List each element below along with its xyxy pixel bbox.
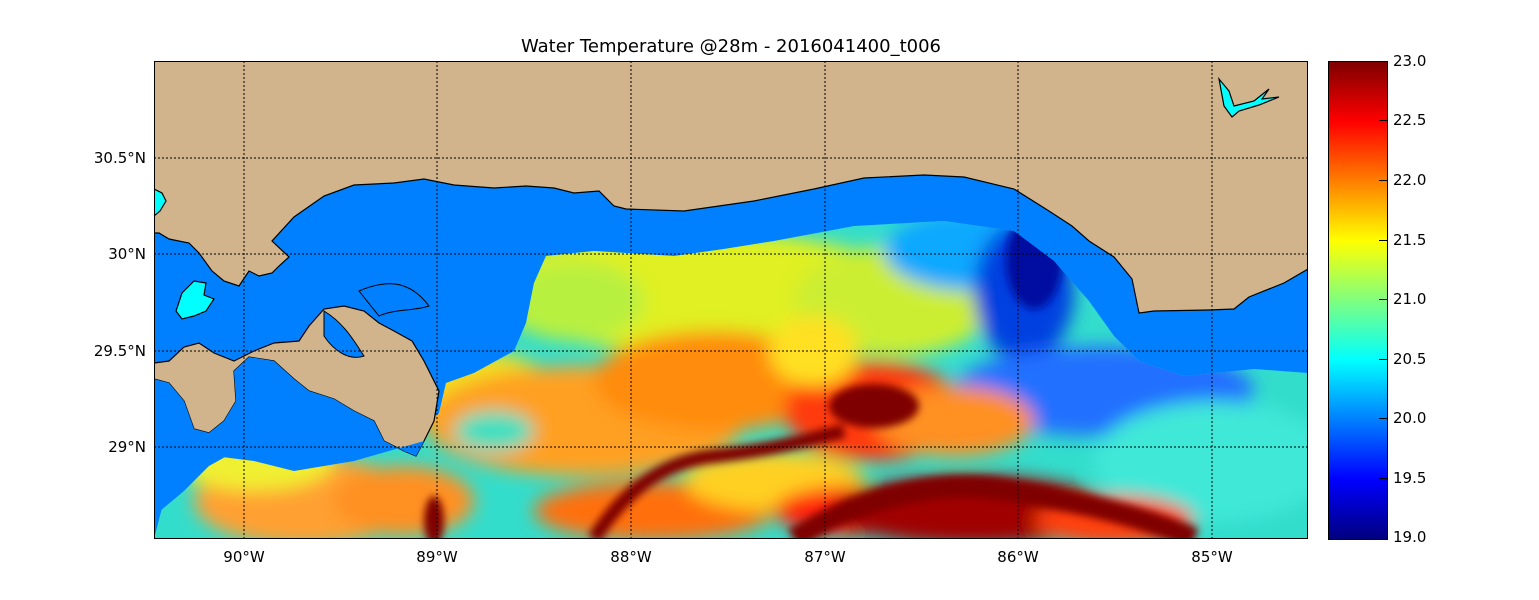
colorbar-label: 19.0 [1393,528,1427,546]
lat-label: 29.5°N [93,342,146,360]
land-masses [154,61,1308,539]
lat-label: 30.5°N [93,149,146,167]
colorbar-label: 22.0 [1393,171,1427,189]
colorbar-label: 22.5 [1393,111,1427,129]
colorbar-tick-mark [1379,478,1387,479]
delta-water [323,283,430,358]
map-canvas [154,61,1308,539]
colorbar-label: 23.0 [1393,52,1427,70]
lon-label: 87°W [804,548,846,566]
plot-title: Water Temperature @28m - 2016041400_t006 [521,36,941,57]
colorbar-tick-mark [1379,359,1387,360]
colorbar-label: 20.5 [1393,350,1427,368]
lakes [154,76,1280,320]
lon-label: 85°W [1191,548,1233,566]
colorbar-label: 19.5 [1393,469,1427,487]
lon-label: 88°W [610,548,652,566]
lat-label: 30°N [108,245,146,263]
colorbar-label: 21.0 [1393,290,1427,308]
lon-label: 90°W [223,548,265,566]
colorbar-tick-mark [1379,418,1387,419]
colorbar-tick-mark [1379,240,1387,241]
map-plot-area[interactable] [154,61,1308,539]
colorbar-label: 21.5 [1393,231,1427,249]
colorbar-tick-mark [1379,299,1387,300]
lon-label: 86°W [997,548,1039,566]
colorbar [1328,61,1388,540]
map-gridlines [154,61,1308,539]
colorbar-tick-mark [1379,120,1387,121]
colorbar-tick-mark [1379,180,1387,181]
lon-label: 89°W [416,548,458,566]
lat-label: 29°N [108,438,146,456]
colorbar-label: 20.0 [1393,409,1427,427]
